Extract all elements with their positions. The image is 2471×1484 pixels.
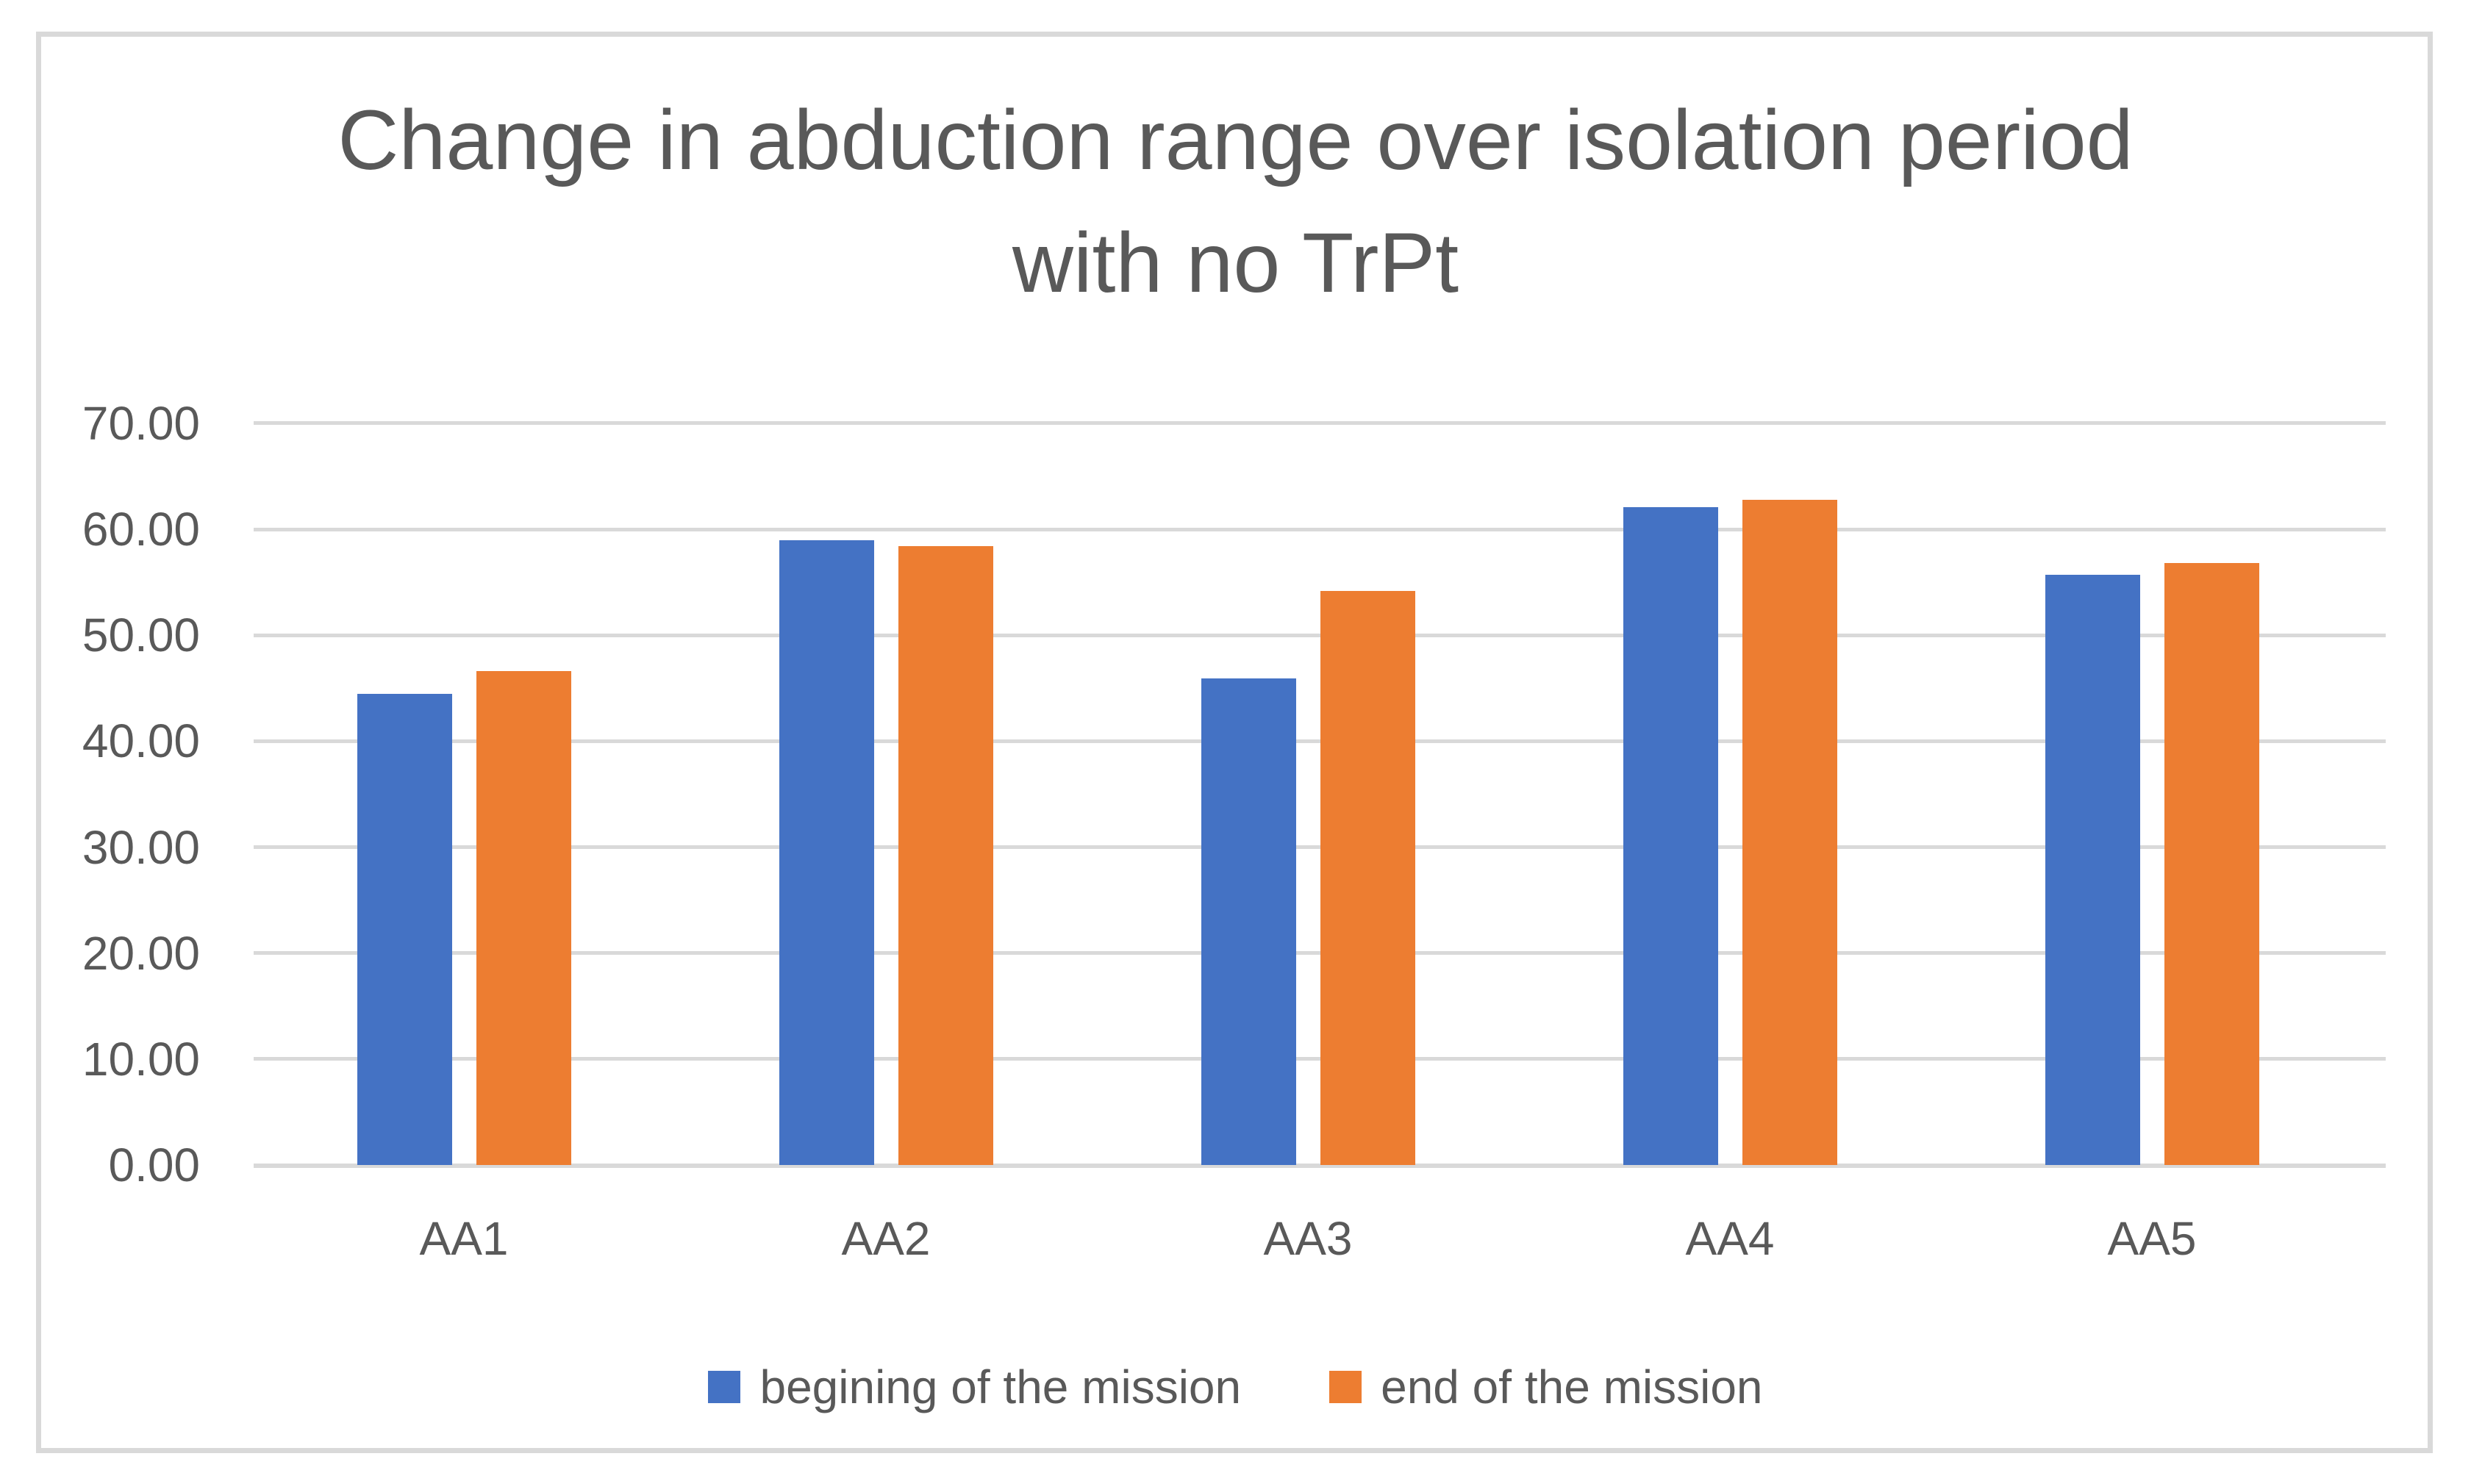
y-axis-tick-label: 40.00	[82, 714, 200, 768]
legend-item: begining of the mission	[708, 1361, 1241, 1413]
gridline	[254, 421, 2386, 426]
gridline	[254, 739, 2386, 743]
legend-label: begining of the mission	[759, 1361, 1242, 1413]
gridline	[254, 1163, 2386, 1168]
y-axis-tick-label: 30.00	[82, 820, 200, 874]
gridline	[254, 1057, 2386, 1061]
chart-title: Change in abduction range over isolation…	[337, 93, 2134, 310]
x-axis-category-label: AA1	[419, 1212, 509, 1265]
legend-marker	[1329, 1371, 1362, 1403]
legend-marker	[708, 1371, 741, 1403]
gridline	[254, 845, 2386, 850]
bar	[1320, 590, 1415, 1165]
gridline	[254, 527, 2386, 531]
x-axis-category-label: AA5	[2107, 1212, 2197, 1265]
y-axis-tick-label: 20.00	[82, 926, 200, 980]
y-axis-tick-label: 10.00	[82, 1032, 200, 1086]
bar	[1742, 499, 1837, 1165]
gridline	[254, 633, 2386, 637]
bar	[2164, 563, 2259, 1165]
bar	[2045, 575, 2140, 1165]
bar	[1201, 678, 1296, 1165]
x-axis-category-label: AA3	[1263, 1212, 1353, 1265]
gridline	[254, 951, 2386, 956]
bar	[779, 540, 874, 1165]
bar	[898, 546, 993, 1165]
legend-label: end of the mission	[1381, 1361, 1763, 1413]
legend: begining of the mission end of the missio…	[0, 1361, 2471, 1413]
y-axis-tick-label: 50.00	[82, 609, 200, 662]
x-axis-category-label: AA4	[1685, 1212, 1775, 1265]
bar	[476, 671, 571, 1165]
x-axis-category-label: AA2	[841, 1212, 931, 1265]
bar	[357, 693, 452, 1165]
legend-item: end of the mission	[1329, 1361, 1763, 1413]
bar	[1623, 506, 1718, 1165]
y-axis-tick-label: 70.00	[82, 396, 200, 450]
y-axis-tick-label: 60.00	[82, 503, 200, 556]
y-axis-tick-label: 0.00	[108, 1139, 200, 1191]
